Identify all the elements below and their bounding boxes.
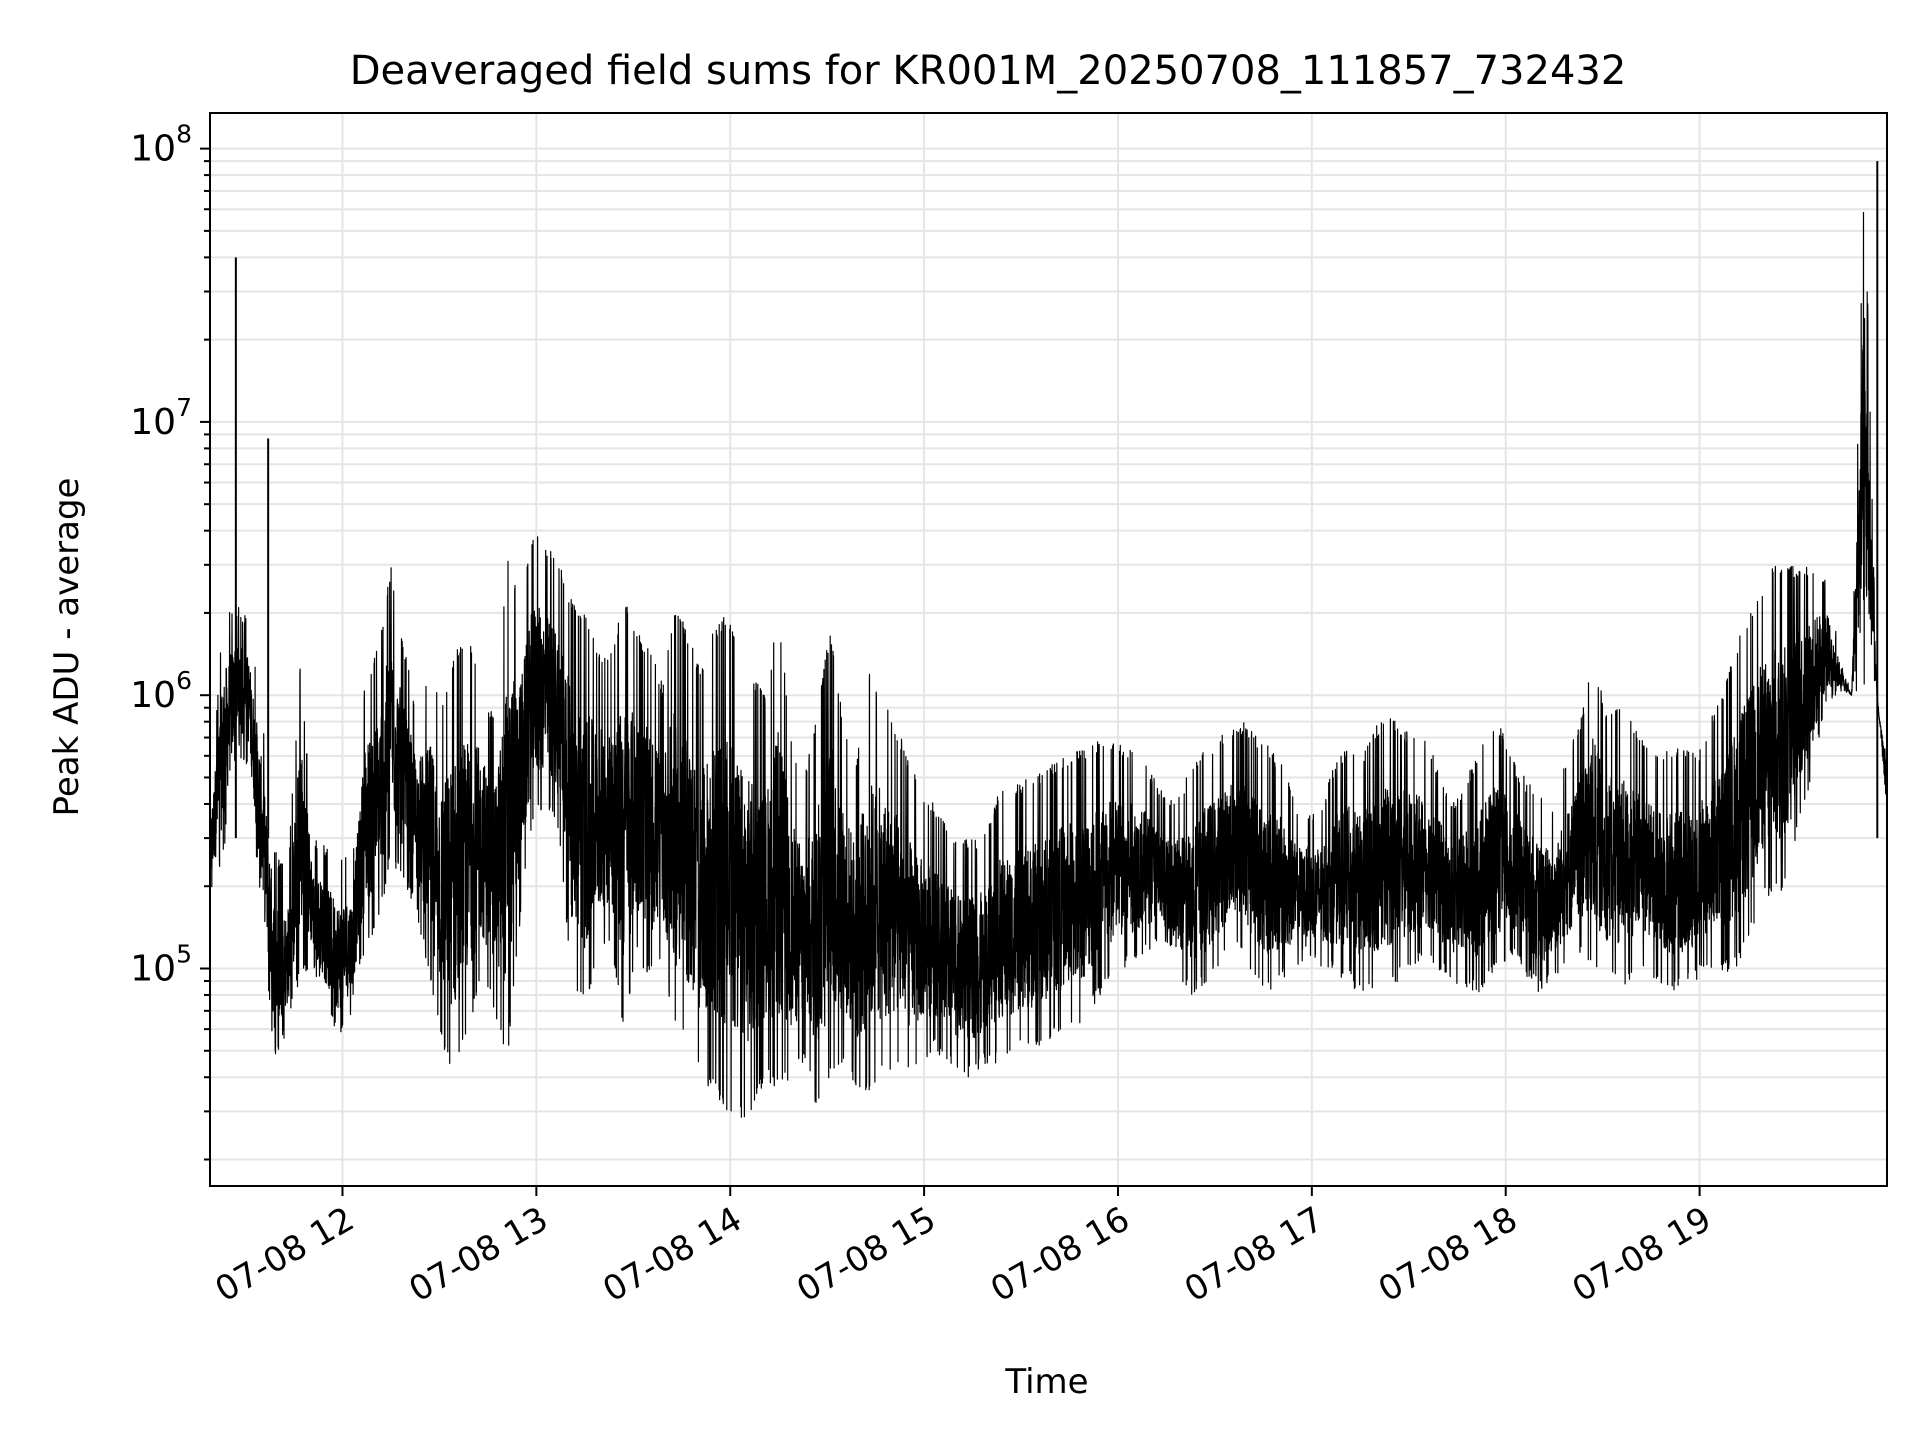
y-axis-label: Peak ADU - average — [47, 478, 87, 817]
y-tick-label: 105 — [130, 939, 192, 989]
chart-title: Deaveraged field sums for KR001M_2025070… — [350, 48, 1627, 94]
y-tick-label: 106 — [130, 666, 192, 716]
y-tick-label: 108 — [130, 120, 192, 170]
plot-frame — [209, 112, 1888, 1187]
data-layer — [209, 161, 1888, 1118]
series-line — [209, 211, 1888, 1118]
x-axis-label: Time — [1004, 1362, 1088, 1402]
y-tick-label: 107 — [130, 393, 192, 443]
